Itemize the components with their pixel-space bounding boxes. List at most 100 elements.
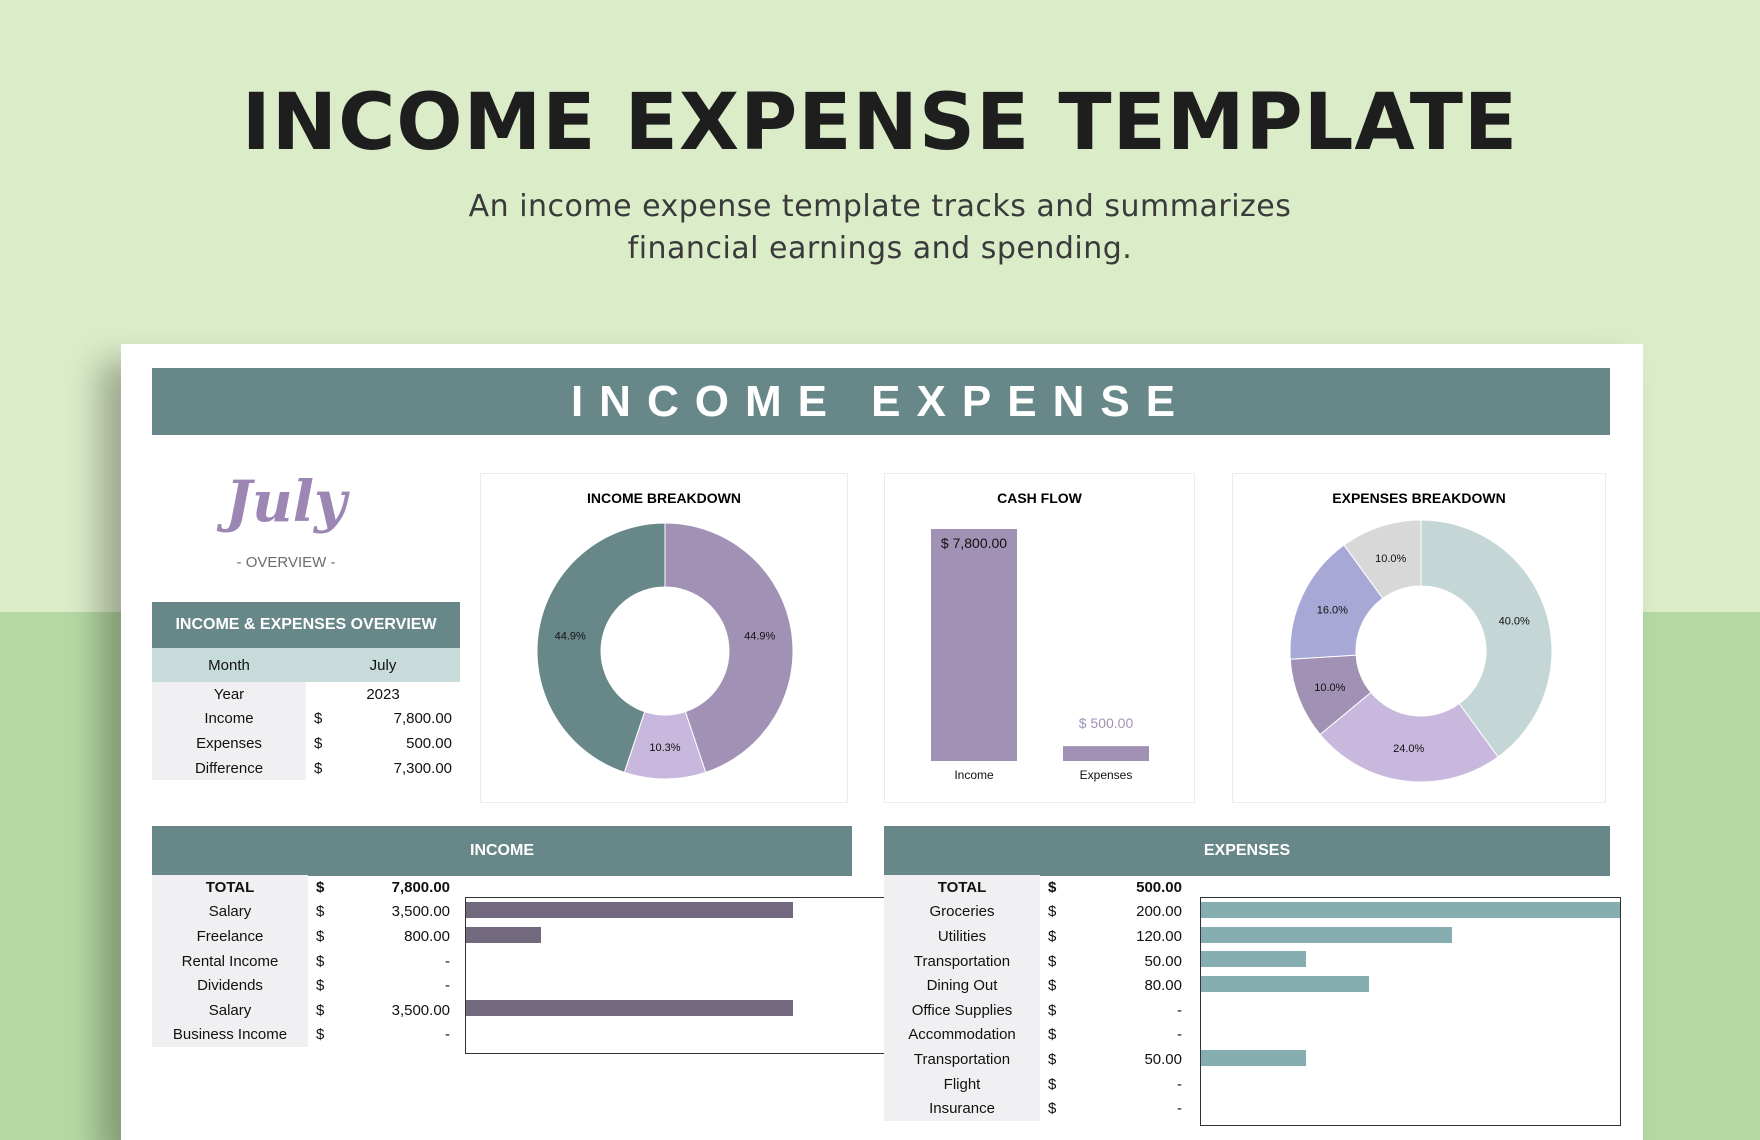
expenses-breakdown-title: EXPENSES BREAKDOWN (1332, 490, 1506, 506)
income-row-currency: $ (316, 1001, 325, 1019)
expenses-row-currency: $ (1048, 1050, 1057, 1068)
expenses-breakdown-card: EXPENSES BREAKDOWN 40.0% 24.0% 10.0% 16.0% 1… (1232, 473, 1606, 803)
month-heading: July (225, 469, 347, 535)
pie-slice-label: 10.3% (649, 742, 680, 754)
expenses-total-currency: $ (1048, 878, 1057, 896)
income-bar (466, 1000, 793, 1017)
income-row-value: - (445, 977, 450, 995)
expenses-row-label: Utilities (884, 924, 1040, 949)
pie-slice-label: 40.0% (1499, 616, 1530, 628)
expenses-row-value: - (1177, 1075, 1182, 1093)
income-row: Dividends $ - (152, 973, 458, 998)
expenses-row-label: Transportation (884, 948, 1040, 974)
income-row: Freelance $800.00 (152, 924, 458, 949)
expenses-row-value: - (1177, 1100, 1182, 1118)
income-total-label: TOTAL (152, 875, 308, 900)
expenses-row: Insurance $ - (884, 1096, 1190, 1121)
income-breakdown-card: INCOME BREAKDOWN 44.9% 10.3% 44.9% (480, 473, 848, 803)
expenses-row: Transportation $50.00 (884, 1047, 1190, 1072)
income-section-header: INCOME (152, 826, 852, 876)
expenses-row-currency: $ (1048, 1026, 1057, 1044)
cash-flow-value-label: $ 500.00 (1079, 715, 1134, 731)
income-row-label: Freelance (152, 924, 308, 949)
expenses-row: Accommodation $ - (884, 1022, 1190, 1048)
income-total-currency: $ (316, 878, 325, 896)
income-row-label: Salary (152, 899, 308, 925)
expenses-row-value: 200.00 (1136, 903, 1182, 921)
expenses-bar (1201, 902, 1620, 918)
expenses-row-value: - (1177, 1001, 1182, 1019)
overview-row-value: 500.00 (406, 734, 452, 752)
income-total-row: TOTAL $ 7,800.00 (152, 875, 458, 900)
expenses-row: Flight $ - (884, 1071, 1190, 1097)
income-row-currency: $ (316, 927, 325, 945)
expenses-bar (1201, 975, 1369, 992)
income-total-value: 7,800.00 (391, 878, 450, 896)
expenses-bar-chart (1200, 897, 1621, 1126)
month-label: Month (152, 648, 306, 682)
expenses-row-label: Insurance (884, 1096, 1040, 1121)
overview-label: - OVERVIEW - (236, 554, 336, 571)
expenses-row-value: 120.00 (1136, 927, 1182, 945)
expenses-total-label: TOTAL (884, 875, 1040, 900)
expenses-row-currency: $ (1048, 927, 1057, 945)
month-value[interactable]: July (306, 648, 460, 682)
cash-flow-category-label: Expenses (1080, 768, 1133, 782)
pie-slice (536, 522, 666, 774)
expenses-row-label: Office Supplies (884, 997, 1040, 1023)
overview-row-currency: $ (314, 759, 323, 777)
expenses-bar (1201, 951, 1306, 968)
cash-flow-chart: $ 7,800.00 Income $ 500.00 Expenses (931, 529, 1149, 782)
expenses-bar (1201, 926, 1453, 943)
expenses-table: TOTAL $ 500.00 Groceries $200.00 Utilities… (884, 875, 1190, 1121)
year-label: Year (152, 682, 306, 707)
income-row-currency: $ (316, 903, 325, 921)
income-row-label: Salary (152, 997, 308, 1023)
pie-slice (1420, 519, 1553, 758)
overview-row: Expenses $ 500.00 (152, 731, 460, 756)
income-row-value: 800.00 (404, 927, 450, 945)
subtitle-line-1: An income expense template tracks and su… (468, 189, 1292, 224)
expenses-row-value: 50.00 (1144, 952, 1182, 970)
overview-table: INCOME & EXPENSES OVERVIEW Month July Ye… (152, 602, 460, 781)
overview-row-value: 7,800.00 (393, 710, 452, 728)
expenses-row-value: - (1177, 1026, 1182, 1044)
pie-slice-label: 44.9% (555, 631, 586, 643)
expenses-breakdown-chart: 40.0% 24.0% 10.0% 16.0% 10.0% (1289, 519, 1553, 783)
expenses-row-label: Groceries (884, 899, 1040, 925)
expenses-total-row: TOTAL $ 500.00 (884, 875, 1190, 900)
expenses-row: Utilities $120.00 (884, 924, 1190, 949)
overview-table-title: INCOME & EXPENSES OVERVIEW (152, 602, 460, 648)
expenses-row: Office Supplies $ - (884, 997, 1190, 1023)
expenses-row-currency: $ (1048, 952, 1057, 970)
income-row: Salary $3,500.00 (152, 899, 458, 925)
income-row: Salary $3,500.00 (152, 997, 458, 1023)
income-row: Rental Income $ - (152, 948, 458, 974)
subtitle-line-2: financial earnings and spending. (627, 231, 1133, 266)
income-breakdown-chart: 44.9% 10.3% 44.9% (536, 522, 794, 780)
income-row-label: Business Income (152, 1022, 308, 1048)
pie-slice-label: 10.0% (1314, 682, 1345, 694)
income-row-value: - (445, 1026, 450, 1044)
income-row: Business Income $ - (152, 1022, 458, 1048)
income-row-label: Dividends (152, 973, 308, 998)
overview-row-label: Difference (152, 755, 306, 781)
pie-slice (1319, 691, 1499, 783)
pie-slice-label: 24.0% (1393, 743, 1424, 755)
pie-slice-label: 44.9% (744, 631, 775, 643)
expenses-bar (1201, 1049, 1306, 1066)
overview-row-value: 7,300.00 (393, 759, 452, 777)
income-row-value: 3,500.00 (391, 1001, 450, 1019)
overview-row-label: Income (152, 706, 306, 732)
cash-flow-bar (931, 529, 1017, 761)
income-row-value: 3,500.00 (391, 903, 450, 921)
cash-flow-value-label: $ 7,800.00 (941, 535, 1007, 551)
pie-slice-label: 16.0% (1317, 604, 1348, 616)
expenses-row: Dining Out $80.00 (884, 973, 1190, 998)
expenses-row-value: 80.00 (1144, 977, 1182, 995)
year-value[interactable]: 2023 (366, 685, 400, 703)
expenses-row-value: 50.00 (1144, 1050, 1182, 1068)
expenses-row-currency: $ (1048, 903, 1057, 921)
overview-row: Income $ 7,800.00 (152, 706, 460, 732)
income-table: TOTAL $ 7,800.00 Salary $3,500.00 Freelanc… (152, 875, 458, 1048)
